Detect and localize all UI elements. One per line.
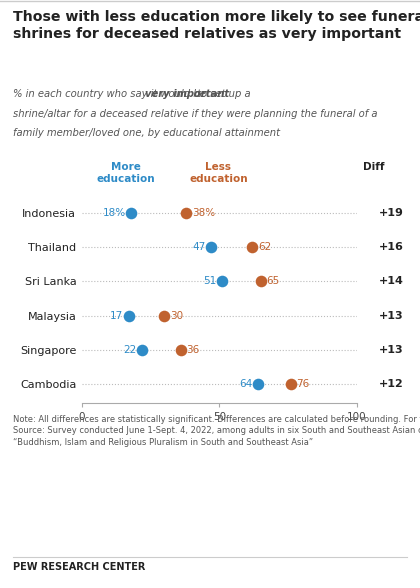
Text: PEW RESEARCH CENTER: PEW RESEARCH CENTER [13,562,145,572]
Text: 62: 62 [258,242,271,252]
Point [161,311,168,320]
Text: +12: +12 [379,379,404,389]
Text: Note: All differences are statistically significant. Differences are calculated : Note: All differences are statistically … [13,415,420,447]
Text: 64: 64 [239,379,252,389]
Point [178,345,184,355]
Point [219,276,226,286]
Text: 76: 76 [297,379,310,389]
Text: 51: 51 [203,276,217,286]
Text: +13: +13 [379,310,404,320]
Point [139,345,146,355]
Point [125,311,132,320]
Text: 65: 65 [266,276,279,286]
Text: Those with less education more likely to see funeral
shrines for deceased relati: Those with less education more likely to… [13,10,420,41]
Text: % in each country who say it would be: % in each country who say it would be [13,89,208,99]
Text: +19: +19 [379,208,404,218]
Text: Less
education: Less education [189,162,248,184]
Text: shrine/altar for a deceased relative if they were planning the funeral of a: shrine/altar for a deceased relative if … [13,109,377,119]
Text: +13: +13 [379,345,404,355]
Text: very important: very important [145,89,229,99]
Point [249,242,256,252]
Point [208,242,215,252]
Text: +16: +16 [379,242,404,252]
Point [183,208,190,218]
Text: 18%: 18% [103,208,126,218]
Text: +14: +14 [379,276,404,286]
Text: family member/loved one, by educational attainment: family member/loved one, by educational … [13,128,280,138]
Point [288,379,294,389]
Point [128,208,135,218]
Text: 17: 17 [110,310,123,320]
Text: 36: 36 [186,345,199,355]
Text: More
education: More education [97,162,155,184]
Point [257,276,264,286]
Text: 38%: 38% [192,208,215,218]
Text: 30: 30 [170,310,183,320]
Text: to set up a: to set up a [194,89,251,99]
Text: 22: 22 [123,345,137,355]
Text: Diff: Diff [363,162,385,172]
Text: 47: 47 [192,242,206,252]
Point [255,379,261,389]
